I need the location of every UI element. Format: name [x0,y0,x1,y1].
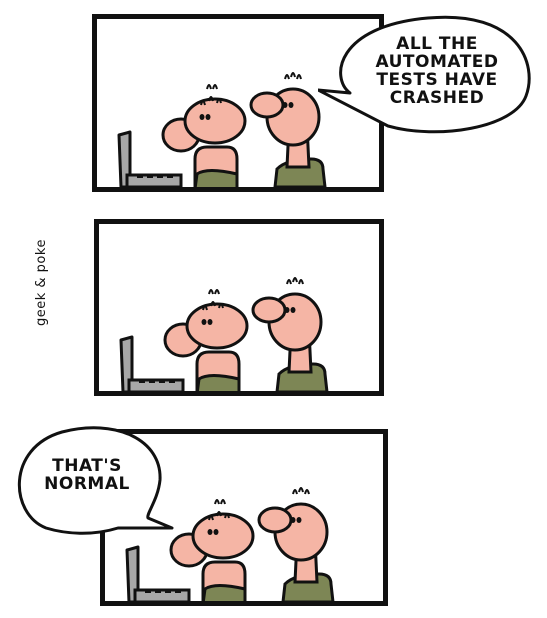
sitting-man-figure [161,84,247,187]
panel-2 [94,219,384,396]
speech-bubble-1: ALL THE AUTOMATED TESTS HAVE CRASHED [316,8,544,136]
sitting-man-figure [163,289,249,391]
standing-man-figure [251,277,329,391]
laptop-icon [119,335,185,391]
speech-text-1: ALL THE AUTOMATED TESTS HAVE CRASHED [375,34,499,108]
speech-bubble-3-shape [17,426,174,535]
laptop-icon [125,545,191,601]
speech-text-3: THAT'S NORMAL [44,456,130,494]
speech-bubble-1-shape [316,15,531,134]
panel-1 [92,14,384,192]
sitting-man-figure [169,499,255,601]
panel-1-scene [117,72,327,187]
standing-man-figure [249,72,327,187]
standing-man-figure [257,487,335,601]
speech-bubble-3: THAT'S NORMAL [6,418,176,536]
panel-2-scene [119,277,329,391]
panel-3-scene [125,487,335,601]
signature: geek & poke [34,239,49,326]
laptop-icon [117,130,183,187]
